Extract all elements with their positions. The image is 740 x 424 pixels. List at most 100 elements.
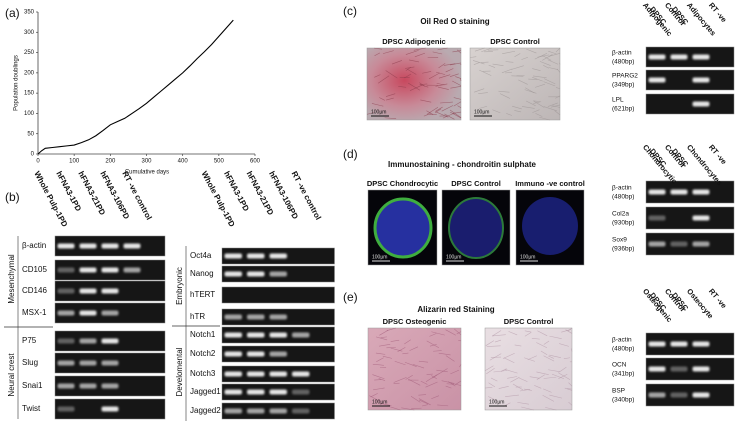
x-tick-label: 600 (250, 159, 261, 165)
cell-texture (382, 50, 394, 54)
cell-texture (408, 82, 421, 91)
cell-texture (555, 87, 561, 90)
gel-strip (221, 286, 335, 304)
row-label: Twist (22, 404, 41, 413)
y-tick-label: 50 (27, 131, 34, 137)
cell-texture (504, 71, 513, 74)
cell-texture (543, 340, 550, 345)
cell-texture (436, 82, 445, 86)
x-tick-label: 300 (141, 159, 152, 165)
row-label: (936bp) (612, 246, 634, 253)
cell-texture (543, 78, 556, 85)
cell-texture (506, 113, 513, 116)
cell-texture (563, 357, 571, 359)
gel-band (57, 406, 75, 412)
row-label: PPARG2 (612, 73, 638, 80)
cell-texture (374, 74, 381, 78)
image-label: DPSC Chondrocytic (367, 179, 438, 188)
cell-texture (443, 63, 456, 66)
cell-texture (473, 88, 485, 93)
cell-texture (490, 377, 498, 382)
cell-texture (435, 111, 449, 118)
row-label: (480bp) (612, 194, 634, 201)
gel-band (692, 101, 710, 107)
gel (221, 247, 335, 420)
gel-band (648, 189, 666, 195)
cell-texture (536, 342, 548, 349)
cell-texture (521, 56, 529, 60)
y-tick-label: 300 (24, 30, 35, 36)
cell-texture (537, 330, 548, 337)
gel-band (79, 360, 97, 366)
cell-texture (404, 339, 411, 345)
cell-texture (505, 369, 518, 374)
cell-texture (440, 101, 453, 104)
row-label: Slug (22, 358, 38, 367)
cell-texture (484, 365, 494, 372)
x-tick-label: 400 (178, 159, 189, 165)
row-label: (349bp) (612, 82, 634, 89)
cell-texture (425, 374, 438, 383)
scale-bar-label: 100µm (446, 254, 461, 260)
cell-texture (492, 63, 504, 66)
cell-texture (408, 378, 421, 386)
row-label: OCN (612, 362, 627, 369)
gel-band (692, 341, 710, 347)
group-label: Embryonic (175, 267, 184, 305)
gel (645, 180, 735, 256)
cell-texture (532, 75, 547, 79)
cell-texture (549, 394, 563, 399)
row-label: CD146 (22, 286, 47, 295)
scale-bar-label: 100µm (489, 399, 504, 405)
cell-texture (374, 52, 381, 57)
cell-texture (394, 360, 406, 366)
cell-texture (407, 68, 417, 75)
cell-texture (543, 64, 549, 69)
gel-strip (645, 332, 735, 356)
gel-band (648, 366, 666, 372)
cell-texture (517, 402, 529, 405)
cell-texture (459, 364, 462, 368)
gel-band (101, 406, 119, 412)
cell-texture (484, 386, 493, 389)
cell-texture (372, 364, 384, 366)
y-tick-label: 250 (24, 50, 35, 56)
cell-texture (533, 101, 542, 104)
cell-texture (488, 382, 496, 388)
cell-texture (422, 404, 429, 407)
gel (645, 332, 735, 407)
cell-texture (409, 346, 419, 351)
cell-texture (543, 355, 555, 362)
cell-texture (535, 113, 543, 117)
cell-texture (379, 344, 391, 347)
gel-band (692, 241, 710, 247)
gel-band (648, 54, 666, 60)
cell-texture (419, 82, 425, 87)
cell-texture (420, 99, 432, 103)
gel-band (101, 310, 119, 316)
cell-texture (548, 355, 554, 359)
cell-texture (453, 101, 462, 107)
cell-texture (518, 79, 528, 85)
panel-title: Oil Red O staining (420, 17, 489, 26)
cell-texture (533, 100, 545, 108)
row-label: Oct4a (190, 251, 212, 260)
cell-texture (398, 85, 407, 88)
gel-band (292, 371, 310, 377)
cell-texture (423, 113, 431, 117)
cell-texture (449, 73, 459, 77)
cell-texture (404, 361, 417, 367)
cell-texture (450, 369, 460, 375)
gel-band (224, 389, 242, 395)
cell-texture (567, 327, 573, 332)
y-tick-label: 0 (31, 152, 35, 158)
cell-texture (547, 102, 558, 107)
gel-band (224, 314, 242, 320)
scale-bar-label: 100µm (520, 254, 535, 260)
gel-strip (645, 206, 735, 230)
gel-band (224, 271, 242, 277)
y-tick-label: 100 (24, 111, 35, 117)
gel-band (123, 243, 141, 249)
row-label: Notch2 (190, 349, 216, 358)
group-label: Mesenchymal (7, 254, 16, 304)
